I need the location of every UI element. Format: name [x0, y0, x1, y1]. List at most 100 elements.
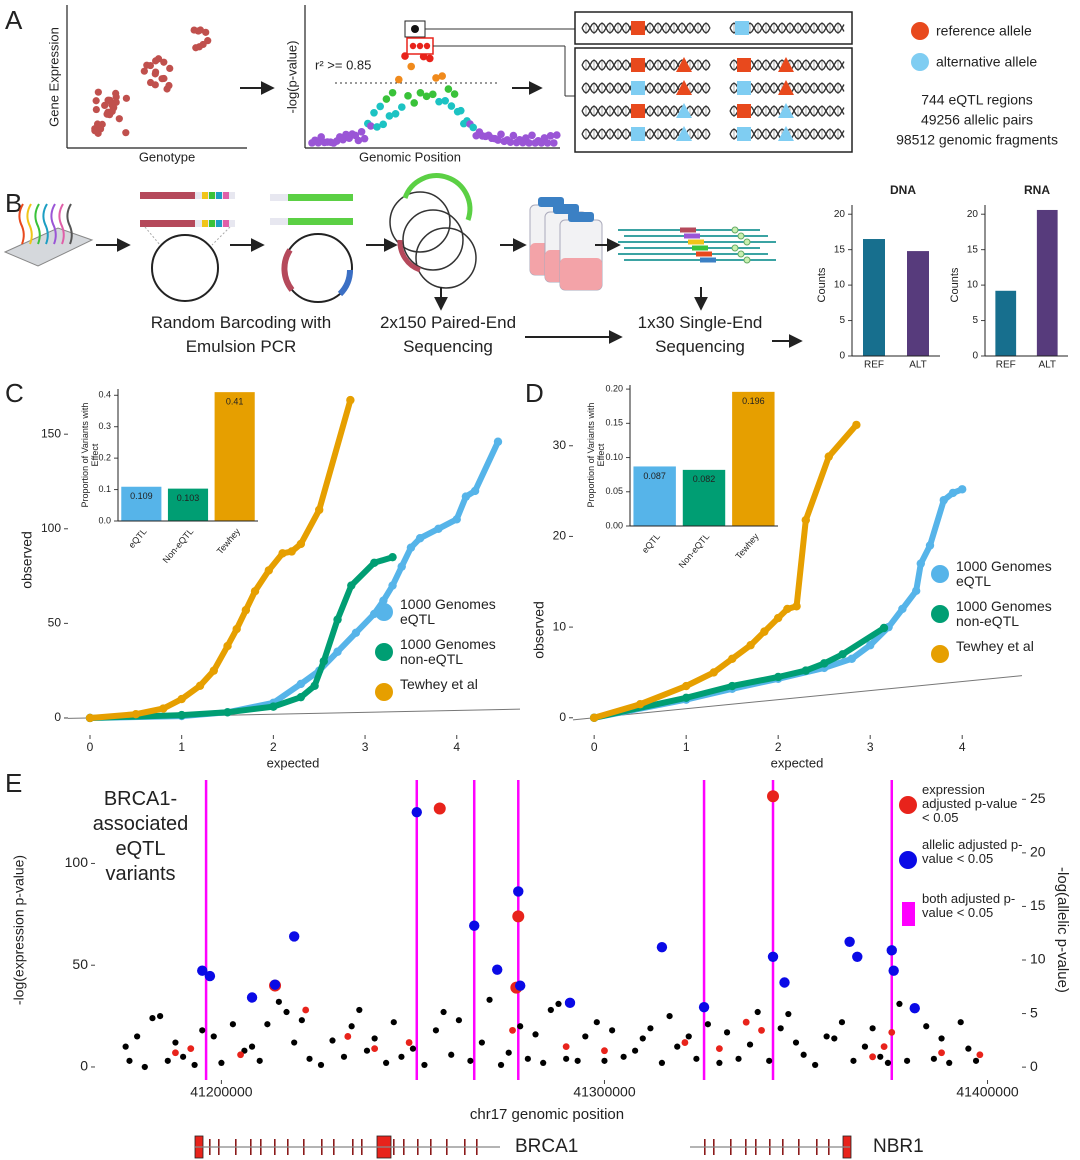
point [278, 549, 287, 558]
point [131, 709, 141, 719]
series-trace [87, 397, 354, 721]
point [486, 996, 493, 1003]
point [911, 586, 921, 596]
bar [682, 469, 726, 526]
oligo [26, 203, 33, 245]
point [250, 587, 260, 596]
allele-square [631, 58, 645, 72]
schematic-dot [441, 96, 450, 105]
point [532, 1031, 539, 1038]
legend-label: 1000 Genomes non-eQTL [956, 598, 1052, 629]
point [397, 562, 406, 571]
data-label: 0.087 [643, 471, 666, 481]
schematic-dot [110, 104, 118, 112]
flask-cap [568, 212, 594, 222]
read-barcode [700, 257, 716, 263]
schematic-dot [199, 40, 207, 49]
point [248, 1043, 256, 1050]
point [513, 886, 524, 897]
schematic-dot [376, 102, 385, 111]
schematic-dot [165, 81, 173, 90]
schematic-dot [422, 92, 431, 101]
point [218, 1059, 225, 1067]
construct [140, 192, 195, 199]
gene-label: BRCA1 [515, 1136, 578, 1157]
point [296, 539, 306, 549]
point [514, 980, 526, 991]
legend-swatch [911, 53, 929, 71]
panel-label: D [525, 378, 544, 408]
barcode [209, 192, 215, 199]
allele-triangle [676, 126, 692, 141]
y-tick-label: 10 [553, 619, 567, 633]
point [909, 1003, 920, 1014]
y-tick-label: 0 [80, 1058, 88, 1074]
y-tick-label: 0 [559, 710, 566, 724]
y-axis-label: observed [19, 531, 35, 589]
chart: 0.0 0.1 0.2 0.3 0.4 0.109 eQTL 0.103 Non-eQTL 0.4… [98, 390, 255, 565]
schematic-dot [382, 95, 391, 103]
schematic-dot [426, 54, 434, 63]
x-tick-label: 2 [270, 740, 277, 754]
stats-label: 98512 genomic fragments [896, 132, 1058, 148]
legend-label: allelic adjusted p-value < 0.05 [922, 837, 1023, 866]
barcode [223, 220, 229, 227]
point [972, 1057, 980, 1064]
point [141, 1063, 148, 1071]
point [884, 1059, 892, 1067]
schematic-dot [528, 131, 536, 140]
x-tick-label: 4 [959, 740, 966, 754]
point [317, 1061, 325, 1069]
schematic-dot [152, 68, 160, 76]
bar [633, 466, 676, 526]
barcode [216, 192, 222, 199]
point [562, 1043, 570, 1051]
y-axis-label: Proportion of Variants with Effect [586, 402, 606, 508]
x-tick-label: 41400000 [956, 1084, 1019, 1100]
point [157, 1012, 164, 1020]
point [727, 681, 737, 691]
schematic-dot [360, 134, 369, 143]
point [371, 1045, 379, 1053]
y-axis-label: -log(expression p-value) [11, 855, 27, 1005]
allele-square [737, 58, 751, 72]
point [333, 615, 342, 624]
point [783, 604, 792, 614]
y-axis-label: Proportion of Variants with Effect [80, 402, 100, 508]
point [869, 1025, 876, 1032]
stats-label: 49256 allelic pairs [921, 112, 1033, 128]
read-polya [737, 232, 745, 240]
point [177, 710, 186, 720]
step-label: Random Barcoding with Emulsion PCR [150, 313, 332, 356]
x-tick-label: 0 [591, 740, 598, 754]
point [939, 495, 948, 505]
point [879, 623, 889, 633]
y-tick-label: 0.3 [98, 421, 111, 431]
schematic-dot [202, 28, 210, 36]
point [555, 1000, 562, 1007]
plasmid [389, 191, 451, 253]
legend-label: 1000 Genomes eQTL [400, 596, 496, 627]
point [930, 1055, 937, 1062]
x-tick-label: 4 [453, 740, 460, 754]
helix [581, 82, 711, 94]
point [512, 910, 525, 923]
point [812, 1061, 819, 1069]
allele-square [735, 21, 749, 35]
schematic-dot [379, 120, 388, 129]
point [329, 1037, 336, 1044]
schematic-dot [367, 122, 375, 130]
schematic-dot [494, 136, 502, 144]
x-axis-label: expected [771, 755, 824, 770]
bar [995, 290, 1017, 356]
construct [288, 194, 353, 201]
y-tick-label: 100 [65, 854, 89, 870]
schematic-dot [423, 42, 431, 50]
point [925, 541, 935, 550]
barcode [202, 192, 208, 199]
point [746, 641, 755, 650]
schematic-dot [317, 133, 326, 141]
point [976, 1051, 984, 1059]
point [916, 559, 925, 568]
